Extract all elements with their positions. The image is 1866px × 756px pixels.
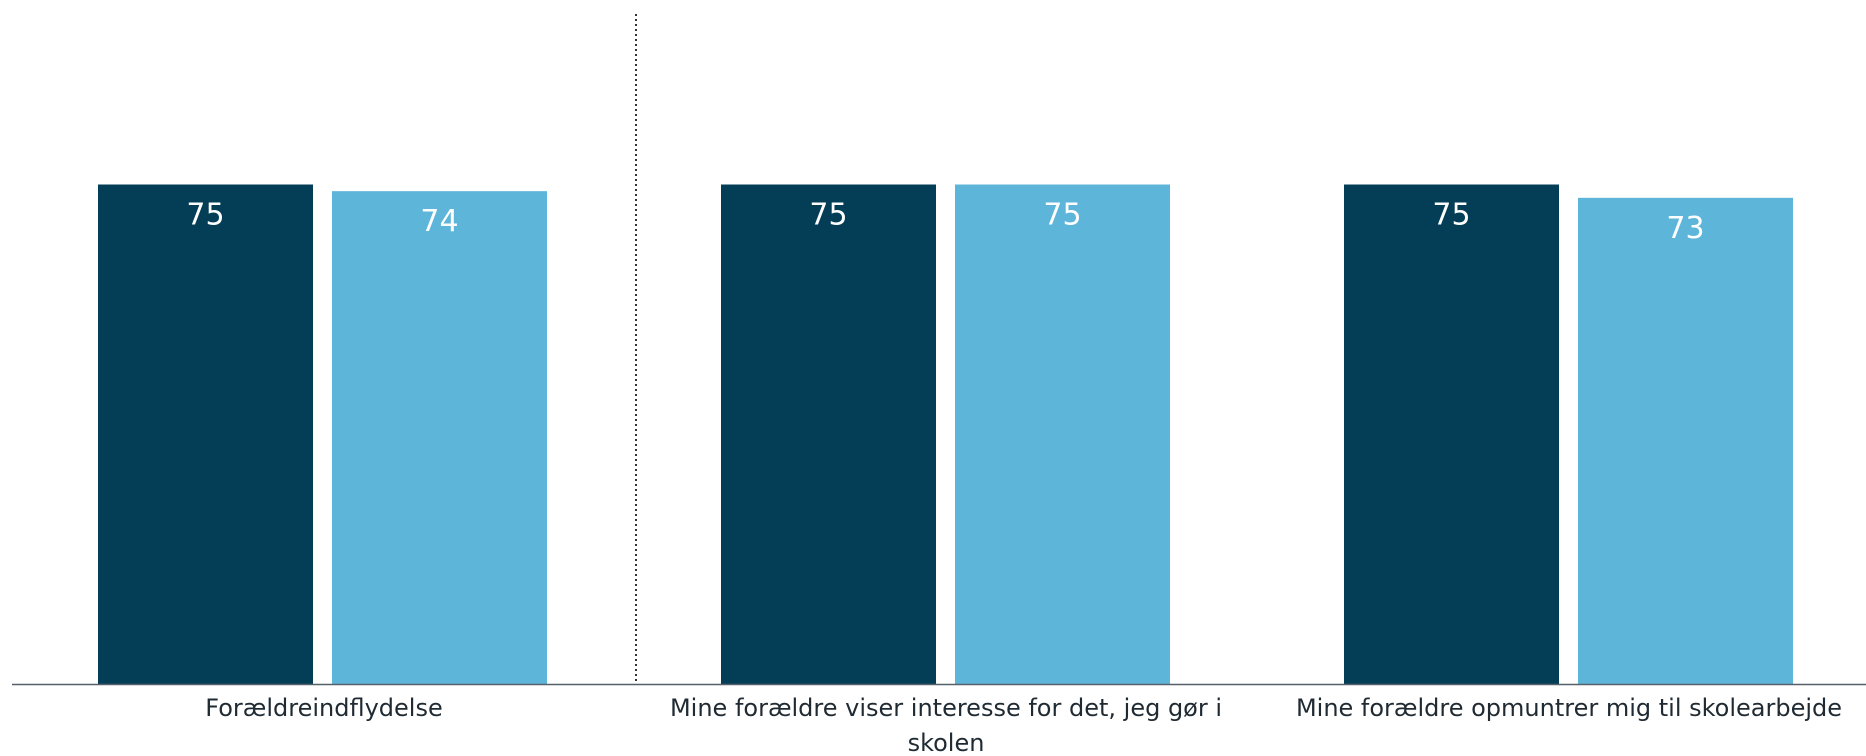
- bar-series1-cat2: [721, 184, 936, 684]
- data-label-series2-cat3: 73: [1666, 211, 1704, 246]
- bar-series1-cat3: [1344, 184, 1559, 684]
- data-label-series1-cat3: 75: [1432, 198, 1470, 233]
- bar-series2-cat2: [955, 184, 1170, 684]
- bar-series2-cat3: [1578, 197, 1793, 684]
- data-label-series1-cat2: 75: [809, 198, 847, 233]
- data-label-series2-cat1: 74: [420, 204, 458, 239]
- value-labels-group: 75 75 75 74 75 73: [186, 198, 1704, 246]
- bars-group: [98, 184, 1793, 684]
- bar-series2-cat1: [332, 191, 547, 684]
- data-label-series2-cat2: 75: [1043, 198, 1081, 233]
- category-label-1: Forældreindflydelse: [205, 694, 442, 722]
- bar-series1-cat1: [98, 184, 313, 684]
- data-label-series1-cat1: 75: [186, 198, 224, 233]
- category-label-3: Mine forældre opmuntrer mig til skolearb…: [1296, 694, 1842, 722]
- category-label-2: Mine forældre viser interesse for det, j…: [670, 694, 1222, 756]
- category-labels-group: Forældreindflydelse Mine forældre viser i…: [205, 694, 1842, 756]
